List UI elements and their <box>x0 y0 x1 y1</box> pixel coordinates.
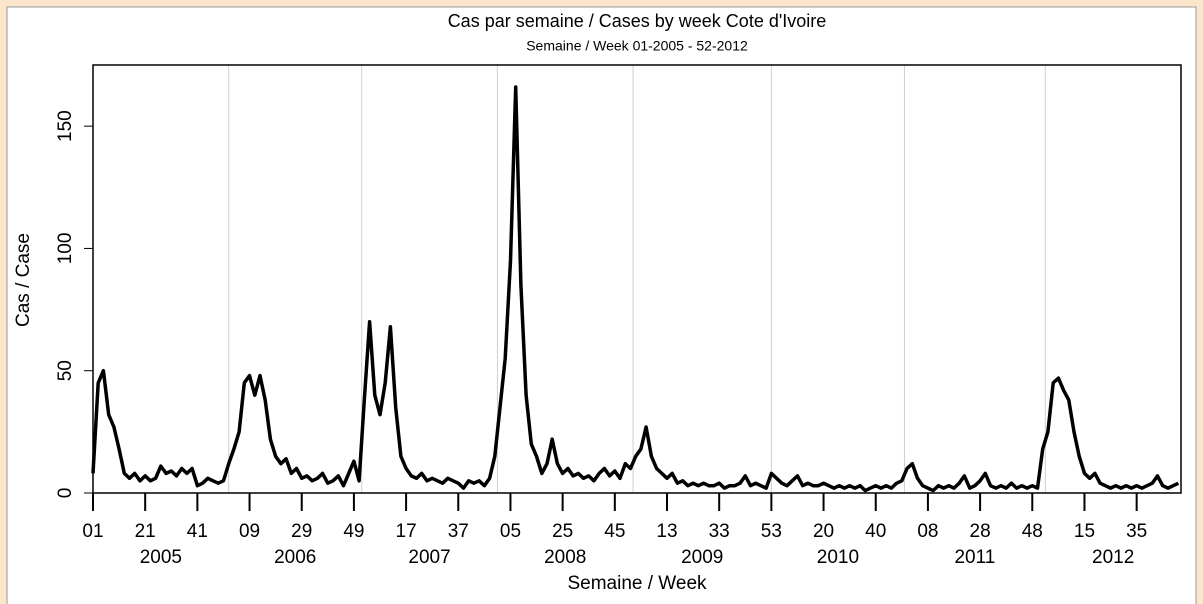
x-tick-label: 33 <box>709 521 730 542</box>
x-axis-label: Semaine / Week <box>567 573 707 594</box>
x-tick-label: 49 <box>343 521 364 542</box>
x-tick-label: 15 <box>1074 521 1095 542</box>
x-tick-label: 08 <box>917 521 938 542</box>
panel <box>6 6 1197 604</box>
x-tick-label: 40 <box>865 521 886 542</box>
x-tick-label: 28 <box>970 521 991 542</box>
y-tick-label: 0 <box>55 488 76 499</box>
x-tick-label: 09 <box>239 521 260 542</box>
x-tick-label: 45 <box>604 521 625 542</box>
y-tick-label: 150 <box>55 110 76 142</box>
x-tick-label: 37 <box>448 521 469 542</box>
chart-subtitle: Semaine / Week 01-2005 - 52-2012 <box>526 38 748 54</box>
year-label: 2010 <box>817 547 859 568</box>
x-tick-label: 25 <box>552 521 573 542</box>
x-tick-label: 41 <box>187 521 208 542</box>
y-axis-label: Cas / Case <box>13 233 34 327</box>
x-tick-label: 05 <box>500 521 521 542</box>
y-tick-label: 100 <box>55 233 76 265</box>
year-label: 2007 <box>408 547 450 568</box>
year-label: 2008 <box>544 547 586 568</box>
x-tick-label: 17 <box>396 521 417 542</box>
x-tick-label: 53 <box>761 521 782 542</box>
x-tick-label: 20 <box>813 521 834 542</box>
y-tick-label: 50 <box>55 360 76 381</box>
year-label: 2011 <box>954 547 995 568</box>
chart-title: Cas par semaine / Cases by week Cote d'I… <box>448 11 827 31</box>
x-tick-label: 01 <box>82 521 103 542</box>
year-label: 2009 <box>681 547 723 568</box>
x-tick-label: 29 <box>291 521 312 542</box>
year-label: 2006 <box>274 547 316 568</box>
plot-frame <box>92 64 1182 494</box>
data-line <box>91 85 1180 493</box>
year-label: 2005 <box>140 547 182 568</box>
year-label: 2012 <box>1092 547 1134 568</box>
x-tick-label: 35 <box>1126 521 1147 542</box>
x-tick-label: 48 <box>1022 521 1043 542</box>
x-tick-label: 13 <box>656 521 677 542</box>
x-tick-label: 21 <box>135 521 156 542</box>
